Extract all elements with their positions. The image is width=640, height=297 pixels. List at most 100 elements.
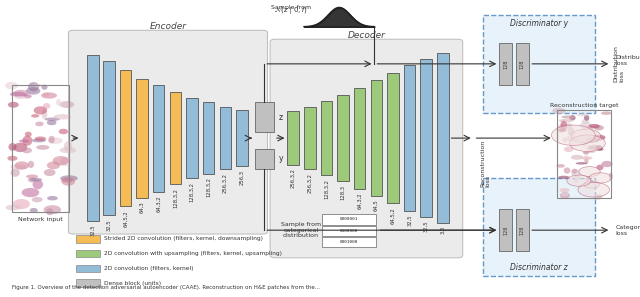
Text: 64,5: 64,5 — [374, 200, 379, 211]
Ellipse shape — [564, 123, 573, 129]
Ellipse shape — [558, 176, 570, 179]
Ellipse shape — [43, 103, 51, 109]
Ellipse shape — [64, 141, 72, 151]
Ellipse shape — [564, 146, 573, 152]
Text: Sample from: Sample from — [271, 5, 311, 10]
Bar — [404, 65, 415, 211]
Ellipse shape — [558, 124, 566, 131]
Text: 128,3,2: 128,3,2 — [189, 182, 195, 202]
Ellipse shape — [60, 101, 74, 108]
Ellipse shape — [6, 205, 21, 210]
Text: 3,3: 3,3 — [440, 226, 445, 234]
Ellipse shape — [573, 178, 579, 183]
Ellipse shape — [54, 114, 71, 120]
Ellipse shape — [557, 126, 565, 133]
Circle shape — [584, 181, 600, 188]
Text: 2D convolution (filters, kernel): 2D convolution (filters, kernel) — [104, 266, 194, 271]
Ellipse shape — [35, 136, 46, 141]
Circle shape — [567, 175, 591, 186]
Text: 128: 128 — [520, 225, 525, 235]
Ellipse shape — [22, 188, 39, 197]
FancyBboxPatch shape — [270, 39, 463, 258]
Ellipse shape — [29, 178, 42, 181]
Bar — [87, 55, 99, 221]
FancyBboxPatch shape — [68, 30, 268, 234]
Bar — [337, 95, 349, 181]
Bar — [371, 80, 382, 196]
Ellipse shape — [7, 156, 17, 161]
Text: 32,5: 32,5 — [106, 219, 111, 230]
Ellipse shape — [559, 188, 570, 192]
Bar — [103, 61, 115, 215]
Ellipse shape — [584, 115, 589, 121]
Bar — [186, 98, 198, 178]
Ellipse shape — [10, 92, 26, 97]
Bar — [255, 148, 274, 169]
Text: 256,3,2: 256,3,2 — [223, 173, 228, 193]
Ellipse shape — [588, 145, 600, 150]
Circle shape — [572, 129, 601, 143]
Ellipse shape — [571, 155, 583, 160]
Ellipse shape — [28, 177, 36, 183]
Ellipse shape — [19, 139, 29, 143]
Bar — [203, 102, 214, 174]
Bar — [483, 178, 595, 276]
Ellipse shape — [60, 147, 76, 153]
Ellipse shape — [32, 197, 43, 202]
Ellipse shape — [601, 111, 612, 115]
Ellipse shape — [572, 169, 580, 178]
Ellipse shape — [61, 177, 75, 186]
Ellipse shape — [583, 151, 589, 154]
Ellipse shape — [10, 164, 27, 169]
Ellipse shape — [609, 173, 612, 180]
Ellipse shape — [587, 151, 596, 153]
Ellipse shape — [585, 147, 599, 150]
Ellipse shape — [15, 161, 29, 170]
Text: Figure 1. Overview of the detection adversarial autoencoder (CAAE). Reconstructi: Figure 1. Overview of the detection adve… — [12, 285, 319, 290]
Ellipse shape — [61, 178, 73, 183]
Text: 64,3,2: 64,3,2 — [156, 195, 161, 212]
Text: y: y — [279, 154, 284, 163]
Text: 256,3,2: 256,3,2 — [291, 168, 296, 188]
Text: Reconstruction target: Reconstruction target — [550, 102, 618, 108]
Bar — [557, 110, 611, 198]
Text: Categorical
loss: Categorical loss — [616, 225, 640, 236]
Text: 128,3,2: 128,3,2 — [206, 177, 211, 197]
Text: Dense block (units): Dense block (units) — [104, 281, 161, 286]
Text: 32,5: 32,5 — [90, 225, 95, 236]
Text: 128: 128 — [503, 59, 508, 69]
Bar — [322, 226, 376, 236]
Ellipse shape — [593, 135, 605, 140]
Ellipse shape — [35, 121, 44, 126]
Ellipse shape — [59, 129, 68, 134]
Ellipse shape — [580, 156, 593, 160]
Ellipse shape — [564, 168, 570, 174]
Bar — [499, 43, 512, 85]
Ellipse shape — [575, 162, 587, 165]
Text: Strided 2D convolution (filters, kernel, downsampling): Strided 2D convolution (filters, kernel,… — [104, 236, 263, 241]
Text: 64,5,2: 64,5,2 — [123, 210, 128, 227]
Circle shape — [579, 167, 600, 177]
Ellipse shape — [45, 118, 60, 121]
Ellipse shape — [22, 147, 32, 153]
Text: Decoder: Decoder — [348, 31, 385, 40]
Text: Discriminator z: Discriminator z — [510, 263, 568, 272]
Text: 256,3: 256,3 — [239, 170, 244, 185]
Text: 0001000: 0001000 — [340, 240, 358, 244]
Ellipse shape — [559, 119, 573, 123]
Ellipse shape — [560, 192, 570, 199]
Ellipse shape — [566, 135, 579, 142]
Bar — [76, 250, 100, 257]
Ellipse shape — [28, 161, 34, 168]
Ellipse shape — [43, 92, 49, 97]
Text: 0100000: 0100000 — [340, 229, 358, 233]
Ellipse shape — [586, 137, 600, 143]
Circle shape — [552, 125, 595, 146]
Ellipse shape — [561, 121, 567, 129]
Text: Distribution
loss: Distribution loss — [613, 45, 624, 82]
Ellipse shape — [5, 82, 18, 89]
Text: Reconstruction
loss: Reconstruction loss — [480, 140, 491, 187]
Bar — [322, 237, 376, 247]
Text: 128,3: 128,3 — [340, 185, 346, 200]
Ellipse shape — [584, 157, 588, 164]
